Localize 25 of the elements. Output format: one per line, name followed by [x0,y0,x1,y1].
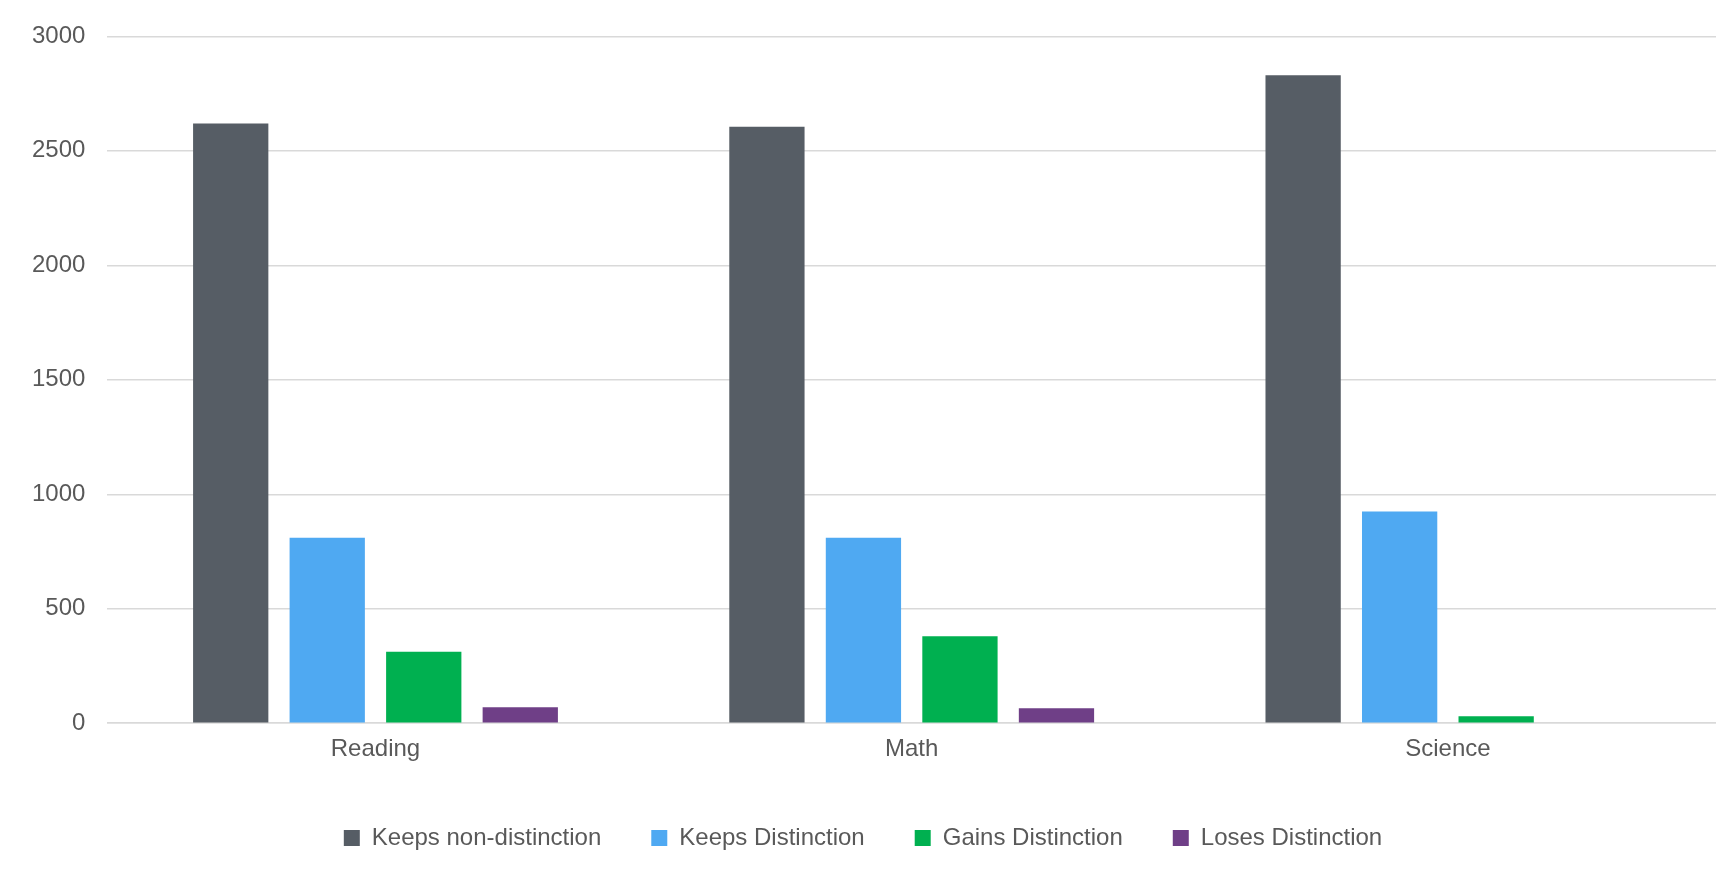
y-tick-label: 3000 [32,21,86,49]
bar [289,537,365,723]
bar [1018,708,1095,723]
bar [825,537,902,723]
legend-label: Loses Distinction [1200,822,1383,850]
legend-label: Keeps non-distinction [371,822,602,850]
legend-label: Keeps Distinction [679,822,865,850]
bar [729,126,805,723]
x-tick-label: Science [1405,734,1491,762]
bar [1458,716,1534,723]
bar [482,707,558,723]
bar [193,123,269,723]
y-tick-label: 500 [45,593,86,621]
bar [386,651,462,723]
y-tick-label: 2000 [32,249,86,277]
y-tick-label: 1500 [32,364,86,392]
x-tick-label: Reading [330,734,421,762]
y-tick-label: 0 [72,707,86,735]
x-tick-label: Math [885,734,939,762]
y-tick-label: 1000 [32,478,86,506]
y-tick-label: 2500 [32,135,86,163]
bar [1265,75,1341,723]
legend-label: Gains Distinction [942,822,1123,850]
bar [1362,511,1438,723]
bar [922,636,998,723]
